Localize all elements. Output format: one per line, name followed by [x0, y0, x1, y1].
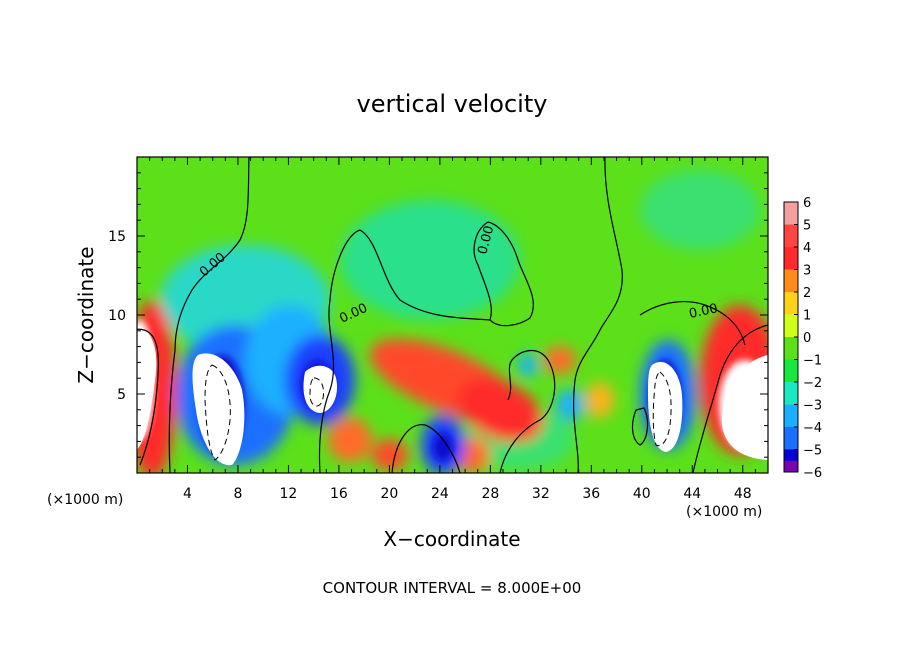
colorbar-label: −5	[803, 444, 822, 459]
y-tick-label: 5	[117, 387, 126, 403]
x-tick-label: 48	[734, 486, 752, 502]
x-tick-label: 8	[233, 486, 242, 502]
contour-interval-note: CONTOUR INTERVAL = 8.000E+00	[323, 579, 582, 597]
contour-label: 0.00	[475, 224, 497, 256]
colorbar-label: 3	[803, 264, 811, 279]
x-tick-label: 28	[481, 486, 499, 502]
colorbar-label: 0	[803, 331, 811, 346]
x-unit-right: (×1000 m)	[686, 504, 762, 520]
y-axis-ticks: 5 10 15	[108, 172, 768, 458]
colorbar-swatch	[784, 247, 798, 270]
x-tick-label: 32	[532, 486, 550, 502]
colorbar: 6 5 4 3 2 1 0 −1 −2 −3 −4 −5 −6	[783, 196, 822, 481]
y-axis-label: Z−coordinate	[74, 246, 98, 383]
colorbar-swatch	[784, 460, 798, 472]
colorbar-label: −6	[803, 466, 822, 481]
y-tick-label: 10	[108, 308, 126, 324]
x-tick-label: 44	[683, 486, 701, 502]
colorbar-label: −1	[803, 354, 822, 369]
colorbar-label: 1	[803, 309, 811, 324]
colorbar-label: 4	[803, 241, 811, 256]
x-tick-label: 24	[431, 486, 449, 502]
x-tick-label: 36	[582, 486, 600, 502]
x-tick-label: 12	[280, 486, 298, 502]
colorbar-swatch	[784, 202, 798, 225]
colorbar-swatch	[784, 314, 798, 338]
colorbar-label: −4	[803, 421, 822, 436]
colorbar-swatch	[784, 337, 798, 360]
colorbar-swatch	[784, 269, 798, 293]
colorbar-swatch	[784, 427, 798, 450]
x-axis-label: X−coordinate	[383, 527, 520, 551]
x-tick-label: 4	[183, 486, 192, 502]
colorbar-swatch	[784, 292, 798, 315]
x-unit-left: (×1000 m)	[47, 492, 123, 508]
x-tick-label: 20	[380, 486, 398, 502]
contour-label: 0.00	[688, 301, 719, 322]
colorbar-swatch	[784, 224, 798, 248]
chart-title: vertical velocity	[357, 90, 548, 118]
heatmap-field	[137, 157, 768, 473]
x-tick-label: 16	[330, 486, 348, 502]
colorbar-label: 5	[803, 219, 811, 234]
x-axis-ticks: 4 8 12 16 20 24 28 32 36 40 44 48	[149, 157, 756, 502]
colorbar-label: 6	[803, 196, 811, 211]
colorbar-swatch	[784, 404, 798, 428]
colorbar-label: 2	[803, 286, 811, 301]
colorbar-label: −2	[803, 376, 822, 391]
x-tick-label: 40	[633, 486, 651, 502]
colorbar-swatch	[784, 382, 798, 405]
colorbar-label: −3	[803, 399, 822, 414]
colorbar-swatch	[784, 359, 798, 383]
y-tick-label: 15	[108, 229, 126, 245]
